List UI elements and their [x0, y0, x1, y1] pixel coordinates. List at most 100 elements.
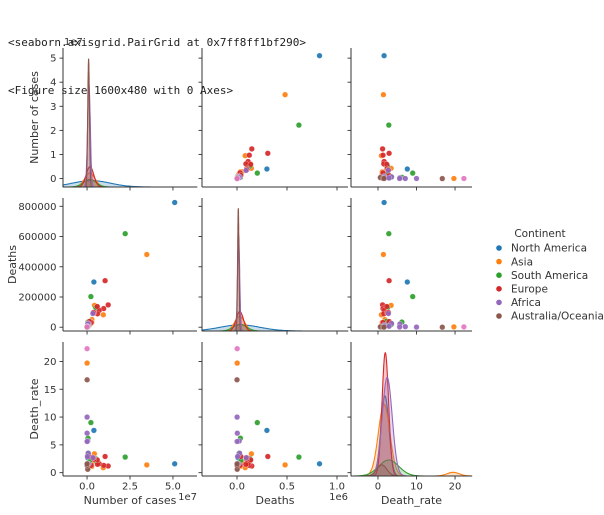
scatter-point — [234, 453, 241, 460]
y-tick-label: 20 — [44, 357, 57, 368]
y-tick-label: 1 — [50, 150, 56, 161]
y-tick-label: 800000 — [18, 202, 56, 213]
y-tick-label: 5 — [50, 54, 56, 65]
subplot-deaths-vs-deaths — [198, 198, 349, 335]
scatter-point — [122, 230, 129, 237]
scatter-points — [84, 345, 178, 473]
scatter-point — [381, 324, 388, 331]
scatter-point — [247, 161, 254, 168]
scatter-point — [248, 450, 255, 457]
scatter-point — [282, 461, 289, 468]
scatter-point — [402, 175, 409, 182]
x-tick-label: 2.5 — [122, 482, 138, 493]
figure-size-line: <Figure size 1600x480 with 0 Axes> — [8, 84, 234, 97]
scatter-point — [386, 174, 393, 182]
scatter-point — [380, 91, 387, 98]
scatter-point — [87, 419, 94, 426]
scatter-point — [243, 454, 250, 461]
x-axis-label-deaths: Deaths — [256, 494, 295, 507]
legend-marker — [496, 258, 502, 265]
x-axis-offset-1e7: 1e7 — [178, 492, 197, 503]
scatter-point — [122, 454, 129, 461]
legend-item: Africa — [496, 297, 541, 309]
legend-item: Asia — [496, 256, 533, 268]
scatter-point — [89, 454, 96, 461]
scatter-point — [450, 323, 457, 330]
scatter-point — [84, 345, 91, 352]
scatter-point — [409, 293, 416, 300]
legend-item: South America — [496, 270, 588, 282]
subplot-rate-vs-cases: 0.0 2.5 5.0 0 5 10 15 20 — [44, 342, 197, 493]
legend-marker — [496, 299, 502, 306]
legend-label: Europe — [511, 284, 548, 296]
y-tick-label: 4 — [50, 78, 56, 89]
scatter-point — [234, 360, 241, 367]
scatter-point — [143, 251, 150, 258]
legend-marker — [496, 245, 502, 251]
scatter-point — [264, 150, 271, 157]
scatter-point — [396, 175, 403, 182]
scatter-point — [84, 438, 91, 445]
y-tick-label: 400000 — [18, 262, 56, 273]
legend-label: Asia — [511, 256, 533, 268]
scatter-points — [84, 199, 178, 331]
scatter-point — [143, 461, 150, 468]
scatter-point — [84, 360, 91, 367]
y-tick-label: 5 — [50, 440, 56, 451]
scatter-point — [234, 175, 241, 182]
x-axis-offset-1e6: 1e6 — [329, 492, 348, 503]
scatter-point — [263, 427, 270, 434]
scatter-point — [234, 460, 241, 467]
scatter-point — [233, 376, 241, 383]
scatter-point — [105, 301, 112, 308]
legend-item: Europe — [496, 284, 548, 296]
x-tick-label: 5.0 — [165, 482, 181, 493]
x-tick-label: 0.0 — [79, 482, 95, 493]
kde-curve — [201, 324, 349, 332]
scatter-point — [402, 323, 409, 330]
y-tick-label: 0 — [50, 468, 56, 479]
scatter-point — [383, 303, 390, 310]
y-tick-label: 3 — [50, 102, 56, 113]
scatter-point — [380, 251, 387, 258]
scatter-point — [84, 430, 91, 437]
scatter-point — [379, 152, 387, 159]
scatter-point — [254, 170, 261, 177]
legend-label: North America — [511, 243, 587, 255]
pairgrid-repr-line: <seaborn.axisgrid.PairGrid at 0x7ff8ff1b… — [8, 36, 307, 49]
scatter-point — [396, 323, 403, 331]
scatter-point — [234, 414, 241, 421]
y-axis-label-death-rate: Death_rate — [28, 378, 41, 439]
scatter-point — [385, 167, 392, 174]
legend-title: Continent — [514, 228, 565, 240]
scatter-point — [439, 175, 446, 182]
scatter-point — [84, 414, 91, 421]
scatter-point — [460, 323, 467, 330]
scatter-points — [377, 199, 467, 331]
scatter-point — [409, 170, 416, 177]
scatter-point — [439, 324, 446, 331]
scatter-point — [84, 460, 91, 467]
scatter-point — [246, 152, 253, 159]
scatter-point — [295, 122, 302, 129]
legend-label: Africa — [511, 297, 541, 309]
scatter-point — [84, 376, 91, 383]
subplot-cases-vs-cases: 0 1 2 3 4 5 — [50, 48, 198, 191]
legend-marker — [496, 286, 502, 292]
scatter-point — [316, 460, 323, 467]
scatter-point — [386, 150, 393, 157]
scatter-point — [385, 310, 392, 317]
scatter-point — [295, 454, 302, 461]
x-tick-label: 20 — [449, 482, 462, 493]
legend-item: North America — [496, 243, 587, 255]
scatter-points — [233, 52, 323, 182]
subplot-deaths-vs-cases: 0 200000 400000 600000 800000 — [18, 198, 197, 335]
subplot-cases-vs-deaths — [198, 48, 348, 191]
scatter-point — [381, 52, 388, 59]
scatter-point — [84, 453, 91, 460]
kde-curve — [82, 58, 95, 188]
y-tick-label: 0 — [50, 323, 56, 334]
subplot-rate-vs-rate: 0 10 20 — [347, 342, 473, 493]
scatter-point — [100, 311, 107, 318]
